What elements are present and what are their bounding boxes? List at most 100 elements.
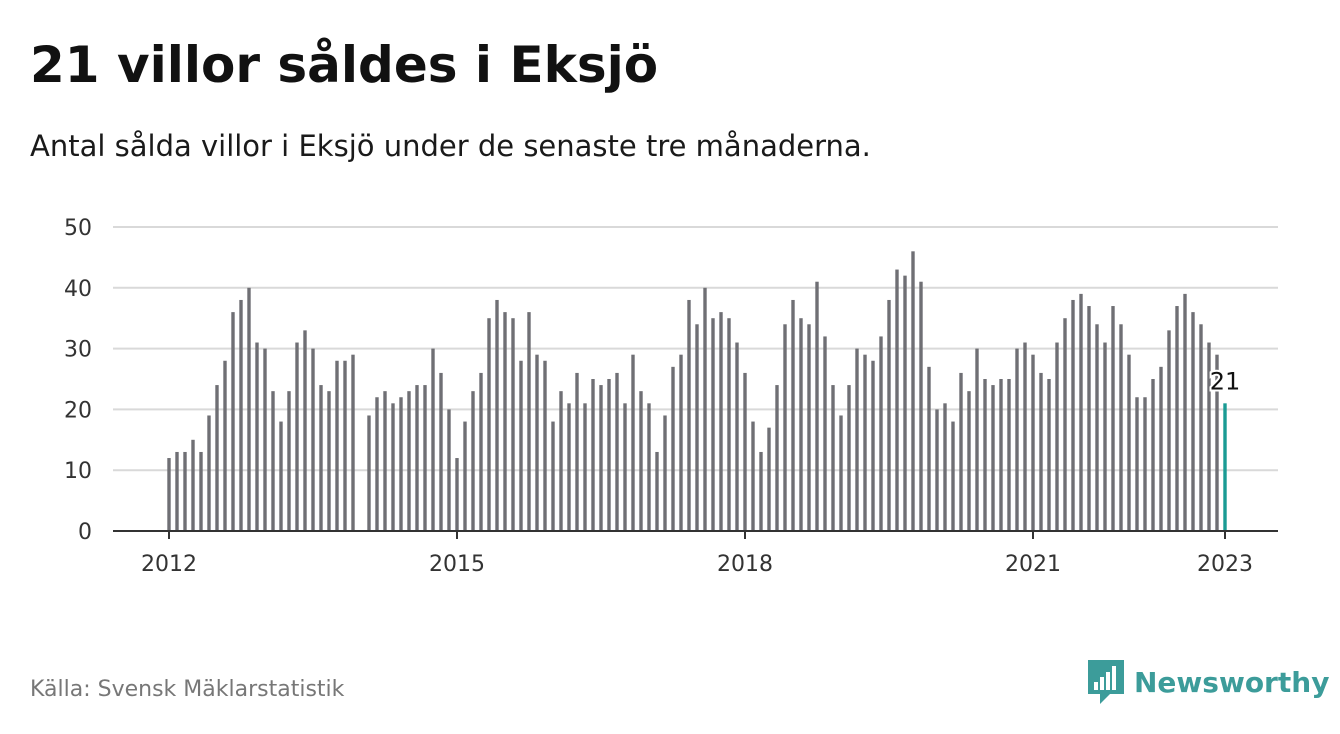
- x-tick-label: 2015: [429, 552, 485, 577]
- bar: [399, 397, 403, 531]
- bar: [983, 379, 987, 531]
- bar: [743, 372, 747, 531]
- bar: [999, 379, 1003, 531]
- bar: [247, 287, 251, 531]
- bar: [695, 324, 699, 531]
- bar: [1175, 306, 1179, 531]
- chart-title: 21 villor såldes i Eksjö: [30, 36, 659, 94]
- bar: [1031, 354, 1035, 531]
- bar: [1183, 293, 1187, 531]
- bar: [791, 299, 795, 531]
- brand-logo[interactable]: Newsworthy: [1088, 660, 1329, 704]
- bar: [887, 299, 891, 531]
- bar: [367, 415, 371, 531]
- bar: [719, 312, 723, 531]
- y-tick-label: 20: [64, 398, 92, 423]
- bar: [271, 391, 275, 531]
- bar: [855, 348, 859, 531]
- bar: [583, 403, 587, 531]
- bar: [471, 391, 475, 531]
- bar: [479, 372, 483, 531]
- bar: [463, 421, 467, 531]
- bar: [831, 385, 835, 531]
- bar: [767, 427, 771, 531]
- bar: [863, 354, 867, 531]
- bar: [671, 366, 675, 531]
- bar: [839, 415, 843, 531]
- bar: [679, 354, 683, 531]
- bar: [1087, 306, 1091, 531]
- bar: [1127, 354, 1131, 531]
- bar: [879, 336, 883, 531]
- bar: [279, 421, 283, 531]
- y-tick-label: 10: [64, 459, 92, 484]
- bar: [871, 360, 875, 531]
- bar: [911, 251, 915, 531]
- bar: [663, 415, 667, 531]
- bar: [295, 342, 299, 531]
- bar: [807, 324, 811, 531]
- bar: [639, 391, 643, 531]
- bar: [423, 385, 427, 531]
- bar: [1047, 379, 1051, 531]
- bar: [823, 336, 827, 531]
- bar: [927, 366, 931, 531]
- highlight-data-label: 21: [1210, 367, 1241, 395]
- bar: [567, 403, 571, 531]
- bar: [623, 403, 627, 531]
- bar: [959, 372, 963, 531]
- bar: [503, 312, 507, 531]
- bar: [1055, 342, 1059, 531]
- bar: [943, 403, 947, 531]
- bar: [239, 299, 243, 531]
- bar: [1007, 379, 1011, 531]
- bar: [447, 409, 451, 531]
- bar: [215, 385, 219, 531]
- x-tick-label: 2018: [717, 552, 773, 577]
- bar: [919, 281, 923, 531]
- bar: [535, 354, 539, 531]
- bar: [1039, 372, 1043, 531]
- y-tick-label: 50: [64, 216, 92, 241]
- bar: [991, 385, 995, 531]
- bar: [487, 318, 491, 531]
- brand-name: Newsworthy: [1134, 665, 1330, 699]
- bar: [647, 403, 651, 531]
- bar: [287, 391, 291, 531]
- bar: [775, 385, 779, 531]
- bar: [1111, 306, 1115, 531]
- bar: [903, 275, 907, 531]
- bar: [815, 281, 819, 531]
- bar: [1143, 397, 1147, 531]
- bar: [375, 397, 379, 531]
- bar: [175, 451, 179, 531]
- bar: [351, 354, 355, 531]
- bar: [1063, 318, 1067, 531]
- bar: [1135, 397, 1139, 531]
- bar: [1167, 330, 1171, 531]
- bar: [527, 312, 531, 531]
- bar: [327, 391, 331, 531]
- bar: [407, 391, 411, 531]
- bar: [951, 421, 955, 531]
- bar: [183, 451, 187, 531]
- bar: [735, 342, 739, 531]
- bar: [511, 318, 515, 531]
- bar: [1071, 299, 1075, 531]
- bar: [223, 360, 227, 531]
- bar: [1095, 324, 1099, 531]
- bar: [207, 415, 211, 531]
- bar: [607, 379, 611, 531]
- bar: [1159, 366, 1163, 531]
- bars: [167, 251, 1227, 531]
- bar: [1215, 354, 1219, 531]
- x-tick-label: 2012: [141, 552, 197, 577]
- bar: [455, 458, 459, 531]
- bar: [255, 342, 259, 531]
- bar: [191, 439, 195, 531]
- source-note: Källa: Svensk Mäklarstatistik: [30, 677, 345, 702]
- bar: [543, 360, 547, 531]
- bar: [975, 348, 979, 531]
- newsworthy-logo-icon: [1088, 660, 1124, 704]
